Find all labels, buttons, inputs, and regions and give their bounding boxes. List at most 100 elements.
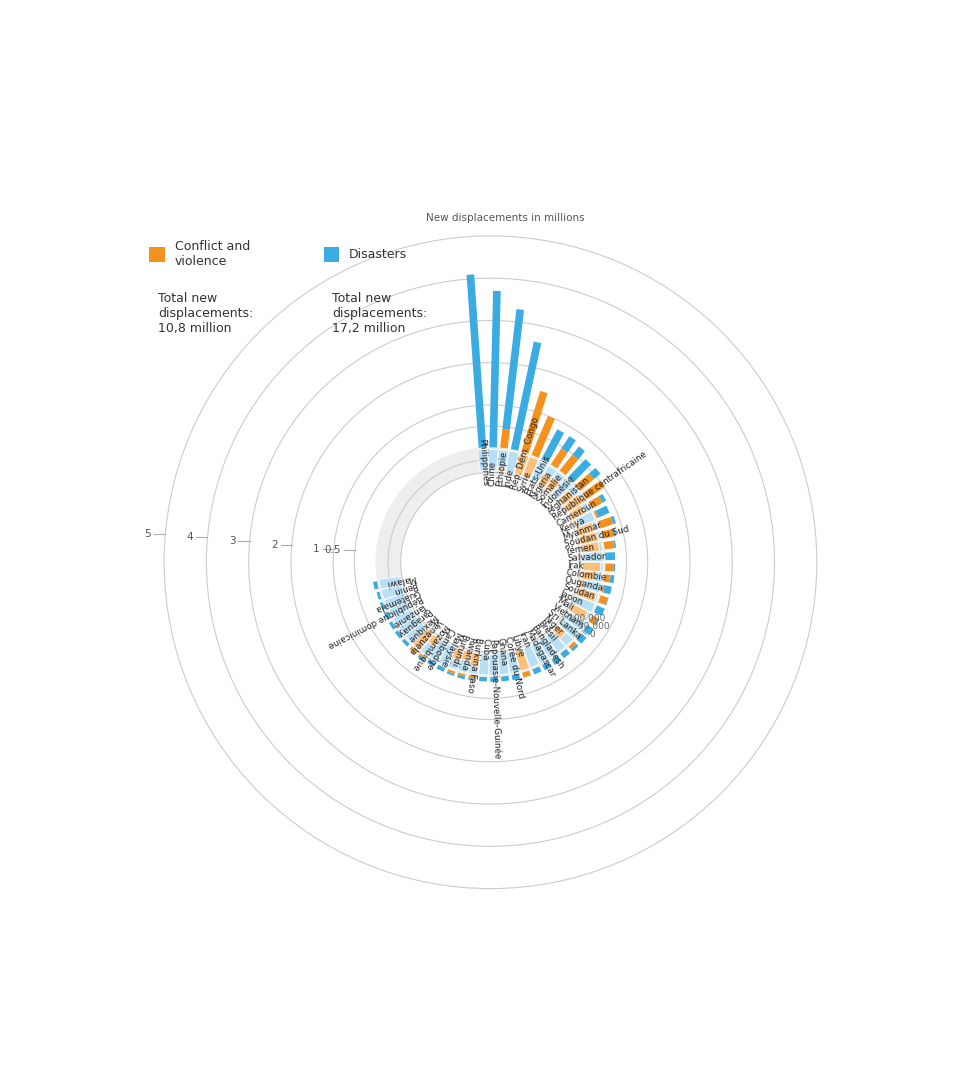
Text: Libye: Libye xyxy=(509,633,525,659)
Text: Papouasie-Nouvelle-Guinée: Papouasie-Nouvelle-Guinée xyxy=(488,638,501,759)
Text: Vietnam: Vietnam xyxy=(551,602,586,630)
Polygon shape xyxy=(560,632,573,646)
Text: Cameroun: Cameroun xyxy=(555,499,598,528)
Text: Mali: Mali xyxy=(555,596,575,612)
Text: Yémen: Yémen xyxy=(566,543,595,556)
Polygon shape xyxy=(576,588,597,602)
Polygon shape xyxy=(544,466,557,478)
Text: Malawi: Malawi xyxy=(385,572,416,588)
Polygon shape xyxy=(389,602,411,619)
Text: 5: 5 xyxy=(145,529,151,539)
Circle shape xyxy=(401,473,580,651)
Polygon shape xyxy=(573,596,595,612)
Polygon shape xyxy=(523,645,540,668)
Text: Niger: Niger xyxy=(541,614,564,636)
Text: Somalie: Somalie xyxy=(535,473,564,505)
Polygon shape xyxy=(478,654,489,675)
Bar xyxy=(149,247,165,262)
Polygon shape xyxy=(568,604,589,620)
Polygon shape xyxy=(515,648,529,671)
Circle shape xyxy=(375,448,606,678)
Text: Burundi: Burundi xyxy=(449,633,469,668)
Text: 1: 1 xyxy=(313,543,320,554)
Polygon shape xyxy=(452,647,463,660)
Polygon shape xyxy=(448,658,460,670)
Polygon shape xyxy=(583,580,601,593)
Text: Total new
displacements:
10,8 million: Total new displacements: 10,8 million xyxy=(158,292,254,335)
Text: Disasters: Disasters xyxy=(348,248,407,261)
Polygon shape xyxy=(582,552,603,562)
Text: Venezuela: Venezuela xyxy=(408,617,444,657)
Polygon shape xyxy=(593,572,603,582)
Polygon shape xyxy=(457,659,470,672)
Circle shape xyxy=(402,474,579,650)
Polygon shape xyxy=(552,478,572,499)
Polygon shape xyxy=(498,467,505,472)
Text: Éthiopie: Éthiopie xyxy=(494,450,509,487)
Text: 2: 2 xyxy=(271,540,278,550)
Polygon shape xyxy=(379,577,401,590)
Polygon shape xyxy=(552,624,566,638)
Polygon shape xyxy=(558,490,574,506)
Text: Chine: Chine xyxy=(488,461,498,486)
Text: Rwanda: Rwanda xyxy=(458,635,476,671)
Polygon shape xyxy=(558,618,580,638)
Text: République dominicaine: République dominicaine xyxy=(327,593,425,650)
Polygon shape xyxy=(582,563,600,571)
Polygon shape xyxy=(506,651,520,673)
Text: Ghana: Ghana xyxy=(496,637,508,667)
Polygon shape xyxy=(598,541,603,551)
Text: Rép. Dém. Congo: Rép. Dém. Congo xyxy=(509,415,541,491)
Polygon shape xyxy=(584,611,591,621)
Polygon shape xyxy=(381,585,404,599)
Polygon shape xyxy=(488,450,498,470)
Polygon shape xyxy=(470,653,480,667)
Polygon shape xyxy=(538,474,551,488)
Polygon shape xyxy=(506,451,519,474)
Polygon shape xyxy=(421,642,434,657)
Polygon shape xyxy=(600,563,603,572)
Text: Japon: Japon xyxy=(559,589,585,607)
Text: Madagascar: Madagascar xyxy=(523,628,556,679)
Polygon shape xyxy=(468,664,478,674)
Polygon shape xyxy=(579,579,585,589)
Polygon shape xyxy=(539,636,557,658)
Polygon shape xyxy=(579,532,598,544)
Polygon shape xyxy=(564,493,586,513)
Text: New displacements in millions: New displacements in millions xyxy=(426,212,585,223)
Text: 100 000: 100 000 xyxy=(568,614,606,623)
Text: Salvador: Salvador xyxy=(567,552,606,563)
Polygon shape xyxy=(564,611,586,630)
Text: Ouganda: Ouganda xyxy=(564,576,605,593)
Text: 4: 4 xyxy=(187,532,193,542)
Polygon shape xyxy=(428,634,440,647)
Text: Tanzanie: Tanzanie xyxy=(391,599,429,628)
Text: 3: 3 xyxy=(229,537,235,546)
Text: Mexique: Mexique xyxy=(405,611,438,644)
Text: Sri Lanka: Sri Lanka xyxy=(546,608,583,641)
Text: Syrie: Syrie xyxy=(516,469,533,493)
Polygon shape xyxy=(498,450,508,468)
Text: Iran: Iran xyxy=(517,631,531,650)
Polygon shape xyxy=(399,616,421,635)
Polygon shape xyxy=(385,593,407,609)
Polygon shape xyxy=(498,653,509,674)
Text: États-Unis: États-Unis xyxy=(523,454,551,498)
Text: Malaysie: Malaysie xyxy=(437,630,462,668)
Text: Inde: Inde xyxy=(502,468,515,489)
Text: Philippines: Philippines xyxy=(478,439,490,487)
Text: Kenya: Kenya xyxy=(558,516,587,534)
Polygon shape xyxy=(393,609,415,628)
Polygon shape xyxy=(514,453,529,476)
Polygon shape xyxy=(531,641,548,663)
Text: Conflict and
violence: Conflict and violence xyxy=(174,241,250,269)
Text: Guatemala: Guatemala xyxy=(373,586,421,614)
Polygon shape xyxy=(581,571,594,581)
Polygon shape xyxy=(545,477,560,493)
Polygon shape xyxy=(575,512,595,527)
Bar xyxy=(323,247,339,262)
Polygon shape xyxy=(438,644,456,667)
Text: Bangladesh: Bangladesh xyxy=(529,623,566,671)
Text: 0: 0 xyxy=(590,630,595,640)
Polygon shape xyxy=(530,461,548,483)
